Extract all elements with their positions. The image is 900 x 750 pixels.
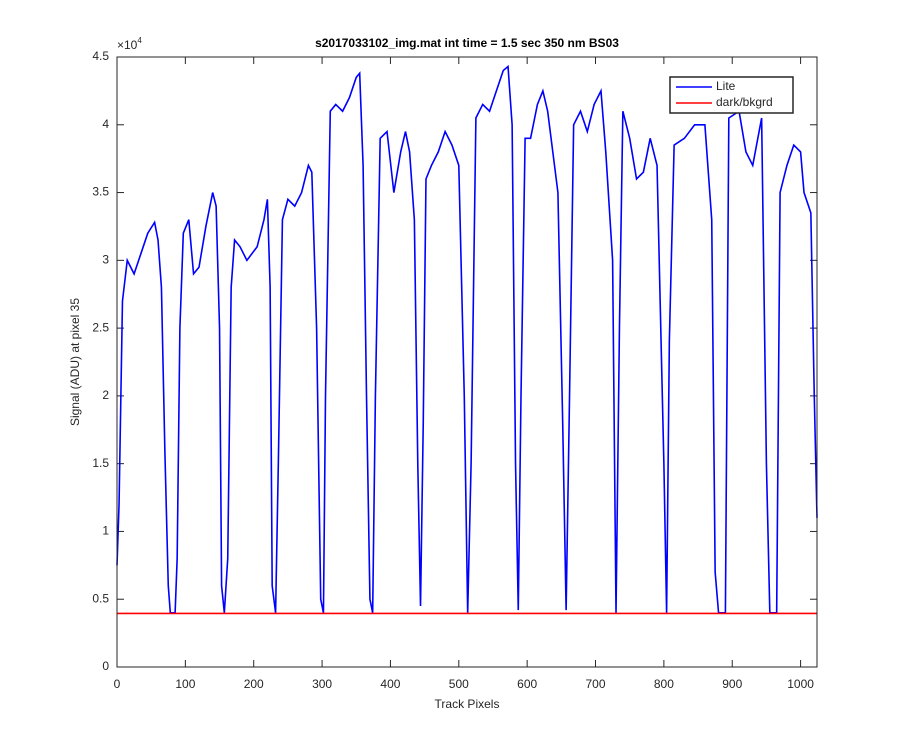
x-tick-label: 600: [517, 677, 537, 691]
y-tick-label: 0: [102, 659, 109, 673]
y-tick-label: 4.5: [92, 49, 109, 63]
y-axis-label: Signal (ADU) at pixel 35: [68, 298, 82, 426]
y-tick-label: 0.5: [92, 591, 109, 605]
legend-box: [669, 76, 794, 114]
x-axis-label: Track Pixels: [435, 697, 500, 711]
x-tick-label: 1000: [787, 677, 814, 691]
x-tick-label: 500: [449, 677, 469, 691]
legend-label: dark/bkgrd: [716, 95, 773, 109]
legend-label: Lite: [716, 79, 736, 93]
plot-frame: [116, 56, 818, 668]
x-tick-label: 200: [244, 677, 264, 691]
chart-title: s2017033102_img.mat int time = 1.5 sec 3…: [315, 36, 619, 50]
x-tick-label: 700: [586, 677, 606, 691]
y-tick-label: 4: [102, 117, 109, 131]
y-tick-label: 3: [102, 253, 109, 267]
x-tick-label: 800: [654, 677, 674, 691]
y-tick-label: 1: [102, 524, 109, 538]
data-line: [116, 64, 818, 614]
x-tick-label: 400: [380, 677, 400, 691]
y-tick-label: 2: [102, 388, 109, 402]
y-tick-label: 1.5: [92, 456, 109, 470]
y-tick-label: 2.5: [92, 320, 109, 334]
y-tick-label: 3.5: [92, 185, 109, 199]
x-tick-label: 100: [175, 677, 195, 691]
y-multiplier: ×104: [117, 36, 142, 52]
x-tick-label: 300: [312, 677, 332, 691]
x-tick-label: 0: [114, 677, 121, 691]
x-tick-label: 900: [722, 677, 742, 691]
